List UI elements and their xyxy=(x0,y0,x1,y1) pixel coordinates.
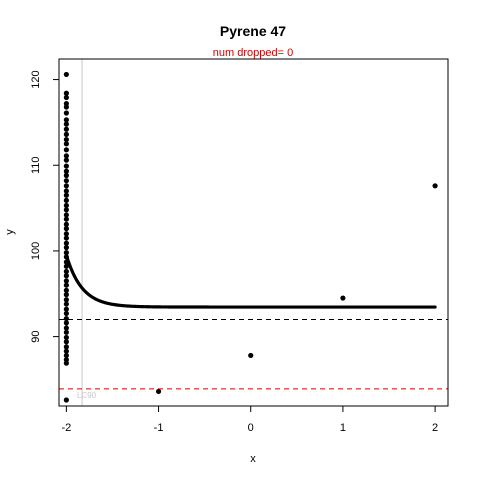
data-point xyxy=(63,178,69,184)
x-tick-label: 2 xyxy=(432,422,438,434)
chart-title: Pyrene 47 xyxy=(220,23,286,39)
data-point xyxy=(432,183,438,189)
data-point xyxy=(63,329,69,335)
data-point xyxy=(63,110,69,116)
data-point xyxy=(63,254,69,260)
y-axis: 90 100 110 120 xyxy=(30,70,59,343)
data-point xyxy=(63,216,69,222)
data-point xyxy=(63,263,69,269)
data-point xyxy=(63,334,69,341)
data-point xyxy=(63,325,69,331)
data-point xyxy=(248,352,254,359)
x-axis-label: x xyxy=(250,453,256,465)
data-point xyxy=(63,282,69,288)
data-point xyxy=(63,226,69,232)
data-point xyxy=(63,192,69,198)
data-point xyxy=(63,147,69,153)
x-tick-label: -1 xyxy=(154,422,164,434)
data-point xyxy=(63,141,69,147)
data-point xyxy=(63,268,69,275)
data-point xyxy=(63,320,69,326)
plot-frame xyxy=(58,58,449,407)
y-tick-label: 120 xyxy=(30,70,42,88)
data-point xyxy=(63,316,69,322)
data-point xyxy=(63,352,69,359)
data-point xyxy=(63,310,69,317)
data-point xyxy=(63,287,69,293)
data-point xyxy=(63,339,69,345)
data-point xyxy=(63,301,69,307)
data-point xyxy=(63,131,69,137)
data-point xyxy=(63,197,69,203)
data-point xyxy=(63,250,69,256)
data-point xyxy=(63,273,69,279)
data-point xyxy=(63,136,69,143)
data-point xyxy=(63,235,69,241)
data-point xyxy=(63,292,69,298)
y-tick-label: 100 xyxy=(30,242,42,260)
data-point xyxy=(63,297,69,303)
data-point xyxy=(63,121,69,127)
faint-line-label: LC90 xyxy=(77,391,97,400)
fitted-curve xyxy=(64,253,437,309)
x-tick-label: 1 xyxy=(340,422,346,434)
data-point xyxy=(63,104,69,110)
y-axis-label: y xyxy=(4,229,16,235)
data-point xyxy=(63,240,69,246)
data-point xyxy=(63,306,69,312)
data-point xyxy=(63,117,69,123)
data-point xyxy=(63,188,69,194)
chart-subtitle: num dropped= 0 xyxy=(213,47,293,59)
data-point xyxy=(63,212,69,218)
data-point xyxy=(63,126,69,132)
plot-area xyxy=(59,59,448,406)
data-point xyxy=(63,163,69,169)
data-point xyxy=(155,388,162,395)
data-point xyxy=(63,71,69,78)
data-point xyxy=(63,397,69,403)
data-point xyxy=(63,183,69,189)
data-point xyxy=(63,278,69,284)
data-point xyxy=(63,259,69,265)
data-point xyxy=(63,90,69,96)
data-point xyxy=(63,172,69,179)
data-point xyxy=(63,153,69,159)
data-point xyxy=(63,202,69,209)
x-tick-label: 0 xyxy=(248,422,254,434)
data-point xyxy=(63,348,69,354)
data-point xyxy=(63,94,69,101)
y-tick-label: 110 xyxy=(30,156,42,174)
data-point xyxy=(63,168,69,174)
data-point xyxy=(63,221,69,227)
data-point xyxy=(340,295,346,301)
data-point xyxy=(63,344,69,350)
data-point xyxy=(63,360,69,366)
data-point xyxy=(63,231,69,237)
data-point xyxy=(63,157,69,163)
x-axis: -2 -1 0 1 2 xyxy=(61,406,438,434)
x-tick-label: -2 xyxy=(61,422,71,434)
y-tick-label: 90 xyxy=(30,330,42,342)
data-point xyxy=(63,244,69,251)
data-point xyxy=(63,207,69,213)
